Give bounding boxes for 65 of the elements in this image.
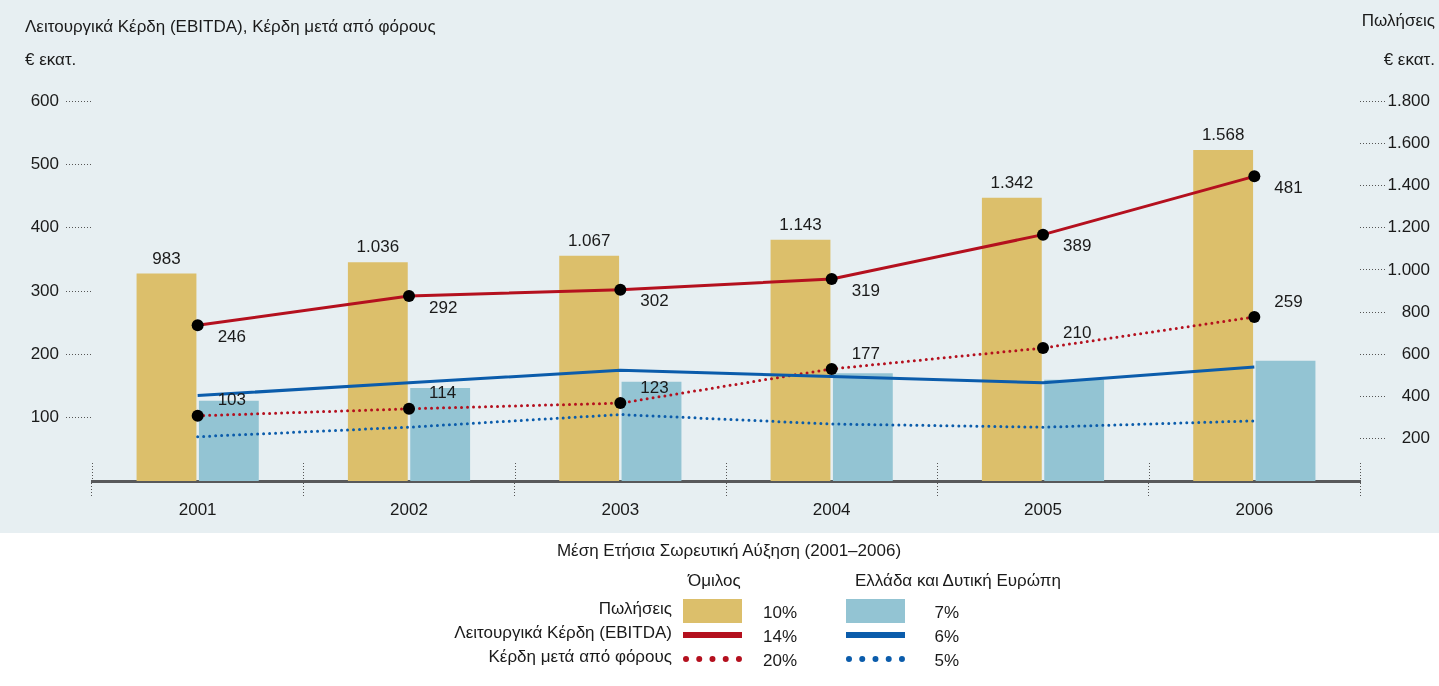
line-series xyxy=(196,413,1256,439)
legend-label: Κέρδη μετά από φόρους xyxy=(488,647,672,667)
y-tick-label: 400 xyxy=(30,217,59,237)
data-label: 246 xyxy=(217,326,247,346)
data-label: 1.568 xyxy=(1201,125,1245,145)
data-label: 114 xyxy=(429,383,457,403)
bar xyxy=(559,255,620,481)
text: 6% xyxy=(934,627,959,647)
data-label: 983 xyxy=(152,248,181,268)
y-axis-title: Λειτουργικά Κέρδη (EBITDA), Κέρδη μετά από φόρους € εκατ. xyxy=(25,16,436,71)
x-tick-label: 2005 xyxy=(1024,499,1062,519)
y2-tick-label: 1.600 xyxy=(1387,132,1430,152)
bar xyxy=(347,262,408,481)
text: 5% xyxy=(934,651,959,671)
text: 20% xyxy=(762,651,797,671)
y2-tick-label: 1.800 xyxy=(1387,90,1430,110)
data-label: 302 xyxy=(640,291,669,311)
data-label: 210 xyxy=(1063,322,1092,342)
bar xyxy=(1193,149,1254,481)
x-tick-label: 2006 xyxy=(1235,499,1274,519)
text: 10% xyxy=(762,603,797,623)
text: 7% xyxy=(934,603,959,623)
x-tick-label: 2001 xyxy=(178,499,217,519)
x-tick-label: 2002 xyxy=(390,499,428,519)
bar xyxy=(410,388,471,481)
data-label: 259 xyxy=(1274,291,1303,311)
data-label: 103 xyxy=(217,390,247,410)
data-label: 1.067 xyxy=(567,230,611,250)
y2-tick-label: 800 xyxy=(1401,301,1430,321)
text: Όμιλος xyxy=(688,571,741,591)
data-label: 319 xyxy=(851,280,881,300)
x-tick-label: 2004 xyxy=(812,499,851,519)
y2-tick-label: 1.200 xyxy=(1387,217,1430,237)
data-label: 123 xyxy=(640,377,669,397)
data-label: 292 xyxy=(429,297,458,317)
y-tick-label: 500 xyxy=(30,154,59,174)
y2-axis-title: Πωλήσεις € εκατ. xyxy=(1361,10,1435,71)
data-label: 1.036 xyxy=(356,237,400,257)
bar xyxy=(136,273,197,481)
data-label: 389 xyxy=(1063,236,1092,256)
legend-label: Πωλήσεις xyxy=(598,599,672,619)
y2-tick-label: 200 xyxy=(1401,428,1430,448)
text: Ελλάδα και Δυτική Ευρώπη xyxy=(855,571,1061,591)
y-tick-label: 200 xyxy=(30,344,59,364)
bar xyxy=(621,381,682,481)
data-label: 177 xyxy=(851,343,881,363)
data-label: 1.342 xyxy=(990,172,1034,192)
y-tick-label: 100 xyxy=(30,407,59,427)
y2-tick-label: 400 xyxy=(1401,386,1430,406)
y2-tick-label: 1.000 xyxy=(1387,259,1430,279)
y-tick-label: 600 xyxy=(30,90,59,110)
bar xyxy=(832,373,893,481)
x-tick-label: 2003 xyxy=(601,499,640,519)
bar xyxy=(981,197,1042,481)
text: 14% xyxy=(762,627,797,647)
data-label: 1.143 xyxy=(779,214,822,234)
y2-tick-label: 1.400 xyxy=(1387,175,1430,195)
legend-label: Λειτουργικά Κέρδη (EBITDA) xyxy=(454,623,672,643)
bar xyxy=(1044,379,1105,481)
y-tick-label: 300 xyxy=(30,280,59,300)
bar xyxy=(770,239,831,481)
y2-tick-label: 600 xyxy=(1401,344,1430,364)
data-label: 481 xyxy=(1274,178,1303,198)
bar xyxy=(1255,360,1316,481)
legend-title: Μέση Ετήσια Σωρευτική Αύξηση (2001–2006) xyxy=(555,541,903,561)
